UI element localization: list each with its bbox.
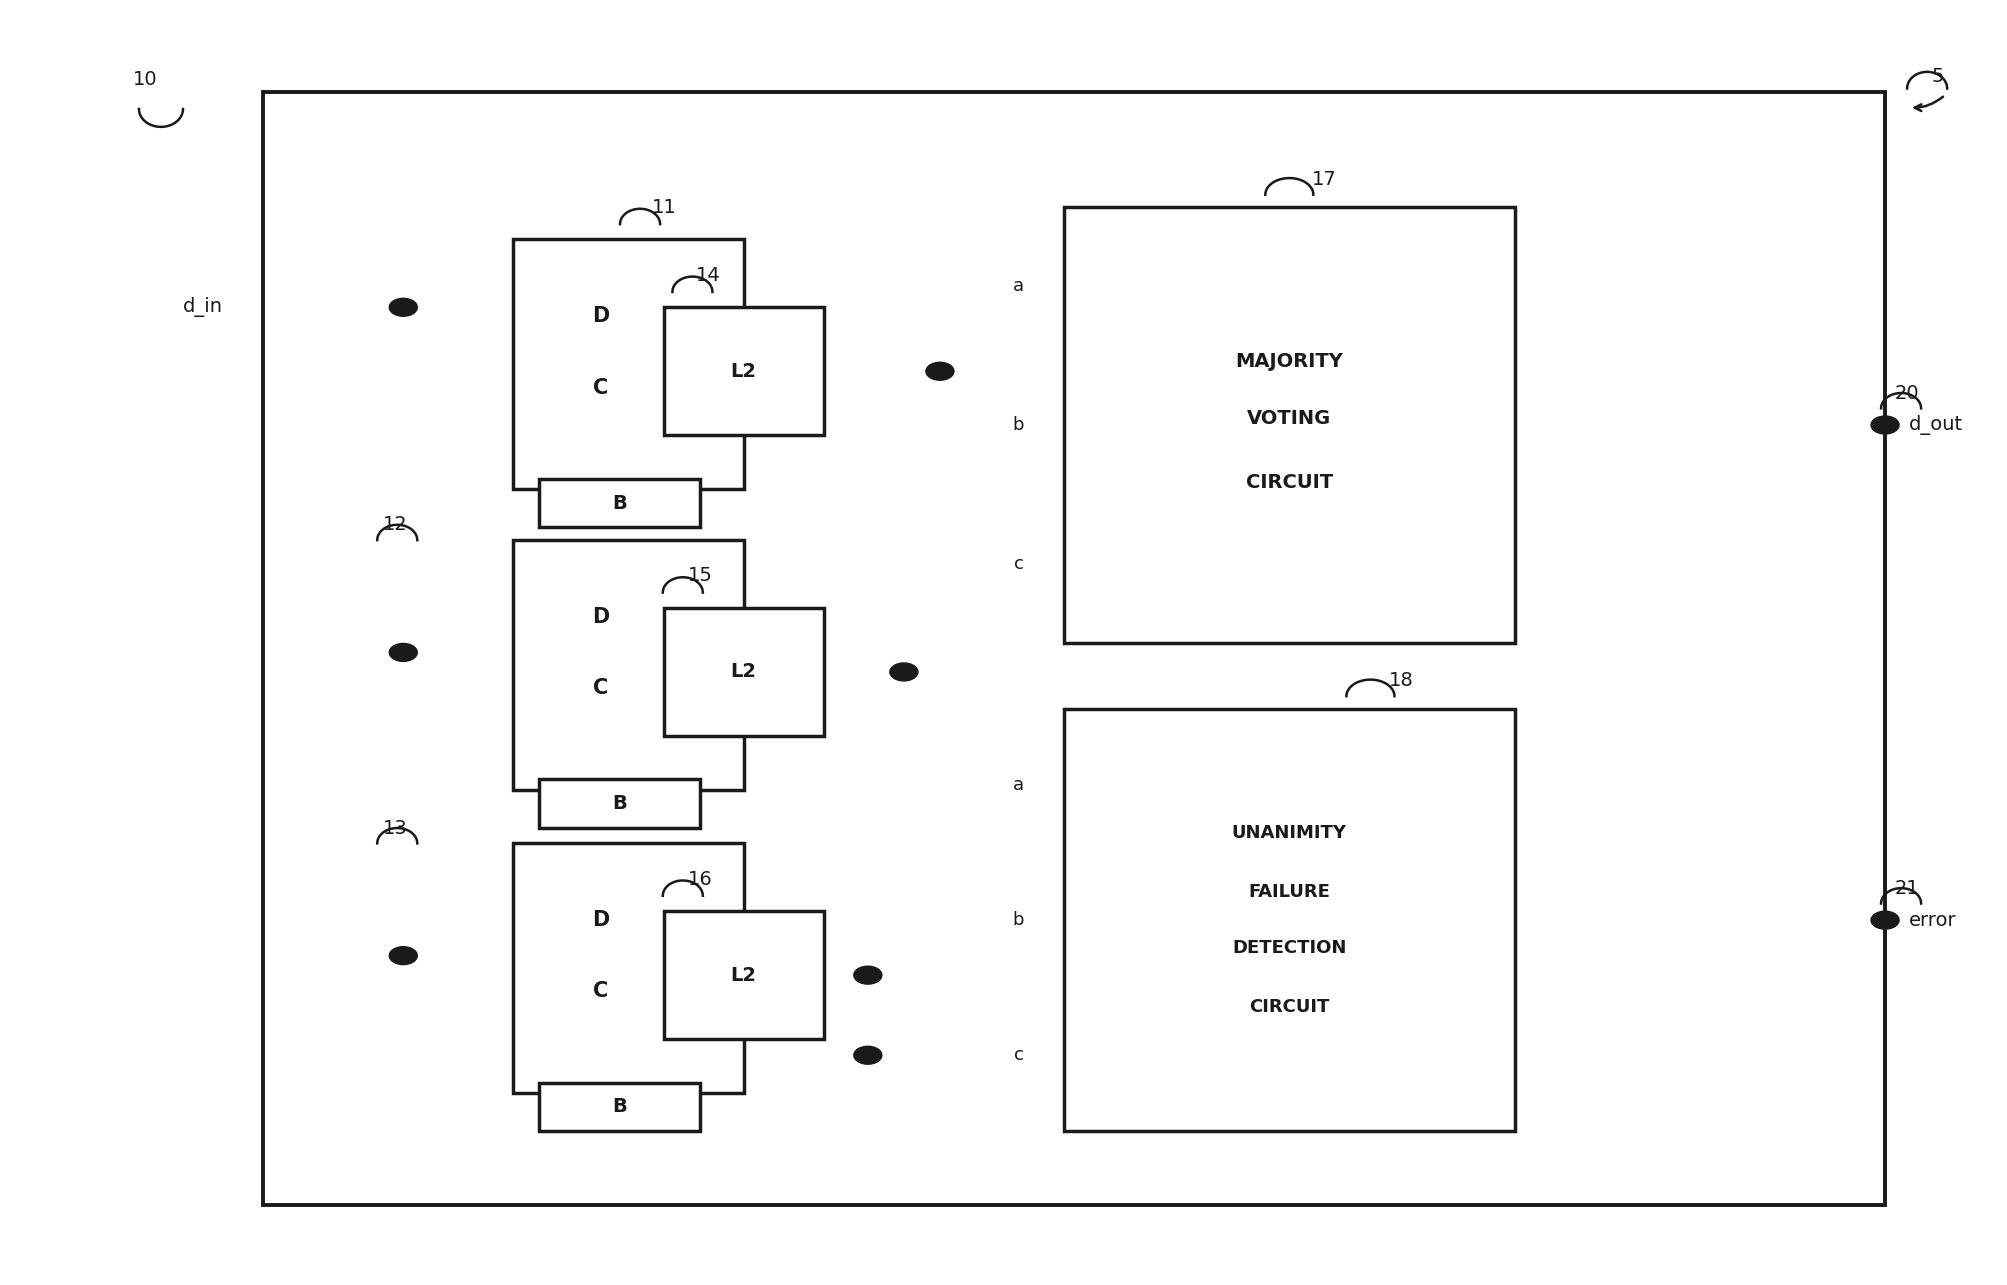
Text: d_in: d_in (183, 297, 223, 317)
Text: VOTING: VOTING (1246, 409, 1331, 428)
Text: D: D (592, 306, 610, 326)
Text: B: B (612, 794, 626, 813)
Text: 12: 12 (383, 515, 407, 535)
Text: 13: 13 (383, 819, 407, 838)
Circle shape (925, 362, 953, 380)
Text: 20: 20 (1895, 383, 1919, 402)
Circle shape (389, 947, 417, 965)
Text: L2: L2 (731, 663, 757, 681)
Text: FAILURE: FAILURE (1248, 883, 1329, 901)
Text: c: c (1014, 555, 1024, 573)
Text: 21: 21 (1895, 879, 1919, 898)
Circle shape (389, 298, 417, 316)
Text: D: D (592, 607, 610, 627)
Text: 10: 10 (132, 71, 157, 89)
Text: MAJORITY: MAJORITY (1234, 352, 1343, 370)
Bar (662, 911, 823, 1040)
Bar (514, 843, 743, 1092)
Circle shape (853, 966, 881, 984)
Text: DETECTION: DETECTION (1232, 939, 1347, 957)
Text: D: D (592, 910, 610, 930)
Text: error: error (1909, 911, 1955, 929)
Text: b: b (1012, 911, 1024, 929)
Text: b: b (1012, 416, 1024, 434)
Text: L2: L2 (731, 362, 757, 380)
Text: c: c (1014, 1046, 1024, 1064)
Text: a: a (1012, 776, 1024, 794)
Text: 18: 18 (1387, 671, 1413, 690)
Text: UNANIMITY: UNANIMITY (1230, 824, 1347, 842)
Text: 5: 5 (1931, 68, 1943, 86)
Bar (540, 1083, 698, 1131)
Bar (662, 608, 823, 736)
Text: CIRCUIT: CIRCUIT (1244, 473, 1333, 492)
Bar (540, 479, 698, 527)
Text: 15: 15 (686, 567, 712, 586)
Circle shape (389, 644, 417, 662)
Text: 17: 17 (1311, 170, 1337, 189)
Text: CIRCUIT: CIRCUIT (1248, 998, 1329, 1016)
Text: C: C (592, 982, 608, 1001)
Bar (1064, 709, 1513, 1131)
Bar (662, 307, 823, 436)
Text: C: C (592, 678, 608, 698)
Text: 11: 11 (650, 198, 676, 217)
Text: 14: 14 (694, 266, 721, 285)
Circle shape (853, 1046, 881, 1064)
Text: L2: L2 (731, 965, 757, 984)
Text: B: B (612, 493, 626, 513)
Bar (1064, 207, 1513, 642)
Text: a: a (1012, 276, 1024, 294)
Text: 16: 16 (686, 870, 712, 889)
Bar (514, 540, 743, 790)
Circle shape (1871, 911, 1899, 929)
Bar (263, 93, 1885, 1205)
Text: C: C (592, 378, 608, 397)
Bar (514, 239, 743, 490)
Circle shape (1871, 416, 1899, 434)
Text: d_out: d_out (1909, 415, 1963, 436)
Bar (540, 780, 698, 828)
Text: B: B (612, 1097, 626, 1117)
Circle shape (889, 663, 917, 681)
